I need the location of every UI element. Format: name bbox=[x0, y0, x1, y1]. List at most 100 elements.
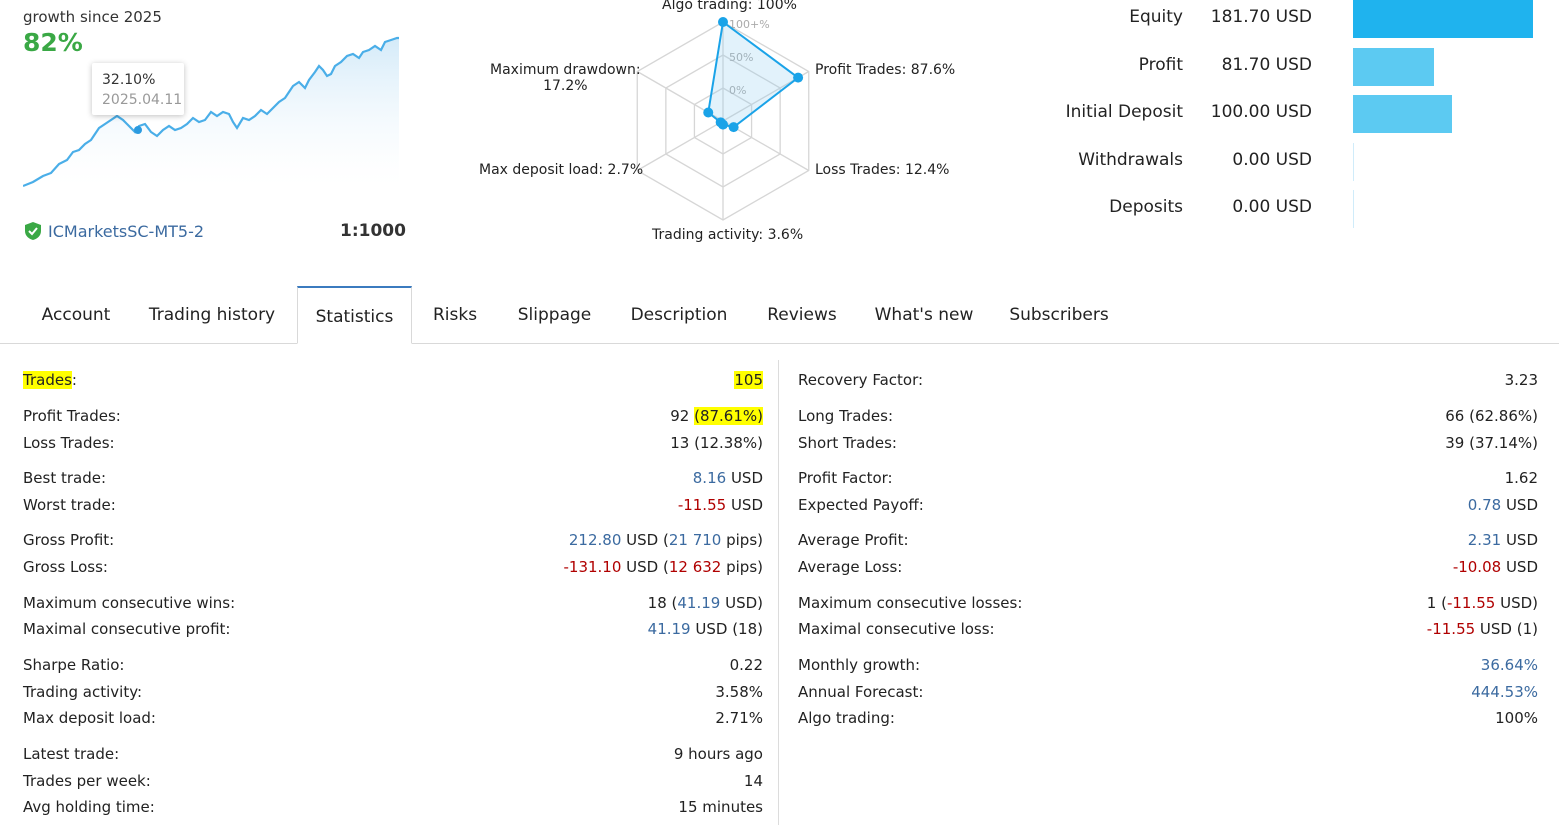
stat-label: Gross Profit: bbox=[23, 531, 115, 549]
tab-what-s-new[interactable]: What's new bbox=[874, 305, 974, 325]
stat-label: Algo trading: bbox=[798, 709, 895, 727]
stat-label: Gross Loss: bbox=[23, 558, 108, 576]
stat-value: 8.16 USD bbox=[693, 469, 763, 487]
tab-subscribers[interactable]: Subscribers bbox=[1009, 305, 1109, 325]
stat-value-part: USD bbox=[1501, 558, 1538, 576]
stat-value: 15 minutes bbox=[678, 798, 763, 816]
stat-value: 3.58% bbox=[715, 683, 763, 701]
tooltip-date: 2025.04.11 bbox=[102, 92, 183, 108]
radar-point[interactable] bbox=[715, 117, 726, 128]
balance-value: 181.70 USD bbox=[1210, 7, 1312, 27]
stat-row: Sharpe Ratio: 0.22 bbox=[23, 656, 763, 676]
growth-chart[interactable] bbox=[23, 36, 399, 192]
stat-value-part: 39 (37.14%) bbox=[1445, 434, 1538, 452]
stat-value-part: 105 bbox=[734, 371, 763, 389]
stat-label: Best trade: bbox=[23, 469, 107, 487]
stat-row: Recovery Factor: 3.23 bbox=[798, 371, 1538, 391]
broker[interactable]: ICMarketsSC-MT5-2 bbox=[23, 221, 204, 241]
radar-axis-label-line: Maximum drawdown: bbox=[490, 62, 641, 78]
stat-label: Maximal consecutive loss: bbox=[798, 620, 995, 638]
stat-value: 444.53% bbox=[1471, 683, 1538, 701]
stat-label: Maximum consecutive wins: bbox=[23, 594, 236, 612]
tab-bar: Account Trading history Statistics Risks Sli… bbox=[0, 286, 1559, 344]
stat-value: 3.23 bbox=[1505, 371, 1538, 389]
stat-row: Long Trades: 66 (62.86%) bbox=[798, 407, 1538, 427]
stat-value-part: 444.53% bbox=[1471, 683, 1538, 701]
stat-value: 66 (62.86%) bbox=[1445, 407, 1538, 425]
stat-value-part: 14 bbox=[743, 772, 763, 790]
stat-row: Loss Trades: 13 (12.38%) bbox=[23, 434, 763, 454]
stat-value-part: pips) bbox=[721, 531, 763, 549]
stat-value: 1.62 bbox=[1505, 469, 1538, 487]
radar-axis-label-line: 17.2% bbox=[543, 78, 588, 94]
stat-row: Trades: 105 bbox=[23, 371, 763, 391]
stats-divider bbox=[778, 360, 779, 825]
stat-value-part: 92 bbox=[670, 407, 695, 425]
stat-value-part: USD) bbox=[1495, 594, 1538, 612]
tab-statistics[interactable]: Statistics bbox=[297, 286, 412, 344]
balance-label: Profit bbox=[1138, 54, 1183, 75]
tab-risks[interactable]: Risks bbox=[432, 305, 478, 325]
stat-value-part: 9 hours ago bbox=[673, 745, 763, 763]
stat-row: Expected Payoff: 0.78 USD bbox=[798, 496, 1538, 516]
broker-name[interactable]: ICMarketsSC-MT5-2 bbox=[48, 221, 205, 241]
stat-value-part: 36.64% bbox=[1480, 656, 1538, 674]
stat-value-part: USD (1) bbox=[1475, 620, 1538, 638]
stat-row: Best trade: 8.16 USD bbox=[23, 469, 763, 489]
growth-marker bbox=[134, 126, 142, 134]
growth-label: growth since 2025 bbox=[23, 8, 162, 26]
stat-value: 13 (12.38%) bbox=[670, 434, 763, 452]
stat-value-part: USD (18) bbox=[690, 620, 763, 638]
stat-value: 41.19 USD (18) bbox=[648, 620, 763, 638]
stat-label: Long Trades: bbox=[798, 407, 894, 425]
radar-point[interactable] bbox=[718, 17, 728, 27]
stat-label: Maximum consecutive losses: bbox=[798, 594, 1023, 612]
stat-value: 9 hours ago bbox=[674, 745, 763, 763]
stat-value: -11.55 USD (1) bbox=[1427, 620, 1538, 638]
stat-value-part: USD bbox=[726, 496, 763, 514]
radar-point[interactable] bbox=[728, 122, 739, 133]
stat-value: 2.31 USD bbox=[1468, 531, 1538, 549]
leverage: 1:1000 bbox=[340, 221, 406, 241]
radar-point[interactable] bbox=[793, 72, 804, 83]
stat-value-part: 41.19 bbox=[677, 594, 721, 612]
stat-row: Maximal consecutive loss: -11.55 USD (1) bbox=[798, 620, 1538, 640]
radar-point[interactable] bbox=[703, 107, 714, 118]
stat-value-part: -11.55 bbox=[1446, 594, 1496, 612]
tab-reviews[interactable]: Reviews bbox=[767, 305, 837, 325]
stat-label: Trades per week: bbox=[23, 772, 151, 790]
balance-label: Equity bbox=[1129, 7, 1183, 27]
tab-slippage[interactable]: Slippage bbox=[517, 305, 592, 325]
stat-value-part: 8.16 bbox=[692, 469, 727, 487]
stat-value-part: 100% bbox=[1495, 709, 1538, 727]
tab-trading-history[interactable]: Trading history bbox=[148, 305, 276, 325]
stat-value-part: -131.10 bbox=[563, 558, 622, 576]
stat-row: Maximal consecutive profit: 41.19 USD (18… bbox=[23, 620, 763, 640]
stat-value-part: 0.22 bbox=[729, 656, 763, 674]
stat-value: 14 bbox=[744, 772, 763, 790]
radar-svg: 100+% 50% 0% bbox=[636, 17, 810, 221]
stat-value: 0.22 bbox=[730, 656, 763, 674]
tab-description[interactable]: Description bbox=[630, 305, 728, 325]
stat-row: Algo trading: 100% bbox=[798, 709, 1538, 729]
radar-spoke bbox=[636, 120, 724, 172]
stat-label: Max deposit load: bbox=[23, 709, 156, 727]
stat-value-part: 18 ( bbox=[647, 594, 678, 612]
stat-row: Annual Forecast: 444.53% bbox=[798, 683, 1538, 703]
stat-row: Monthly growth: 36.64% bbox=[798, 656, 1538, 676]
stat-value-part: (87.61%) bbox=[694, 407, 763, 425]
stat-label: Trading activity: bbox=[23, 683, 143, 701]
stat-value-part: 2.31 bbox=[1467, 531, 1502, 549]
stat-value-part: 12 632 bbox=[668, 558, 722, 576]
radar-scale-label: 50% bbox=[729, 51, 753, 64]
stat-value-part: USD ( bbox=[621, 558, 669, 576]
stat-value: 39 (37.14%) bbox=[1445, 434, 1538, 452]
tab-account[interactable]: Account bbox=[41, 305, 111, 325]
radar-scale-label: 0% bbox=[729, 84, 746, 97]
stat-row: Gross Loss: -131.10 USD (12 632 pips) bbox=[23, 558, 763, 578]
balance-bar bbox=[1353, 0, 1533, 38]
radar-axis-label: Max deposit load: 2.7% bbox=[479, 162, 644, 178]
balance-value: 100.00 USD bbox=[1210, 102, 1312, 122]
stat-label: Annual Forecast: bbox=[798, 683, 924, 701]
stat-value-part: USD bbox=[726, 469, 763, 487]
